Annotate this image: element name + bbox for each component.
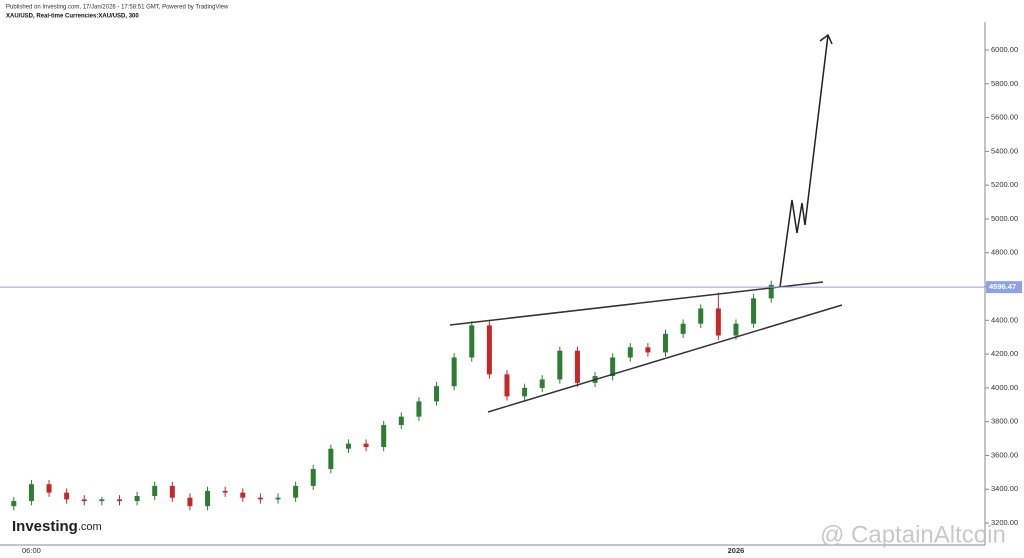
candle-body (610, 357, 616, 377)
y-tick-label: 5200.00 (991, 180, 1018, 189)
candle-body (116, 499, 122, 502)
candle-body (416, 401, 422, 417)
candle-body (557, 350, 563, 380)
candle-body (205, 490, 211, 507)
publish-note: Published on Investing.com, 17/Jan/2026 … (6, 5, 229, 11)
candle-body (768, 284, 774, 299)
candle-body (522, 387, 528, 397)
candle-body (751, 298, 757, 324)
candle-body (345, 443, 351, 449)
candle-body (663, 333, 669, 353)
y-tick-label: 5000.00 (991, 214, 1018, 223)
candle-body (504, 374, 510, 397)
x-tick-label: 2026 (728, 546, 745, 555)
candle-body (574, 350, 580, 383)
symbol-title: XAU/USD, Real-time Currencies:XAU/USD, 3… (6, 14, 139, 20)
projection-arrow (779, 34, 829, 288)
price-label-box (986, 281, 1022, 294)
logo: Investing.com (12, 518, 102, 535)
logo-suffix: .com (78, 521, 102, 533)
candle-body (434, 386, 440, 402)
y-tick-label: 3200.00 (991, 518, 1018, 527)
candle-body (99, 499, 105, 502)
candle-body (733, 323, 739, 336)
candle-body (64, 492, 70, 500)
candle-body (169, 485, 175, 498)
plot (11, 280, 774, 511)
candle-body (257, 497, 263, 500)
arrow-head (819, 33, 833, 45)
y-tick-label: 4800.00 (991, 248, 1018, 257)
candle-body (275, 497, 281, 500)
y-tick-label: 3800.00 (991, 417, 1018, 426)
candle-body (381, 425, 387, 448)
candle-body (134, 496, 140, 502)
candle-body (486, 325, 492, 375)
y-tick-label: 5600.00 (991, 113, 1018, 122)
y-tick-label: 6000.00 (991, 45, 1018, 54)
y-tick-label: 4200.00 (991, 349, 1018, 358)
trendline-upper (449, 281, 824, 326)
candle-body (645, 347, 651, 353)
candle-body (398, 416, 404, 426)
candle-body (187, 497, 193, 507)
candle-body (81, 499, 87, 502)
candle-body (698, 308, 704, 324)
candle-body (222, 490, 228, 493)
author-watermark: @ CaptainAltcoin (820, 521, 1006, 548)
candle-body (310, 468, 316, 486)
trendline-lower (487, 304, 843, 413)
y-tick-label: 5800.00 (991, 79, 1018, 88)
candle-body (11, 501, 17, 507)
candle-body (240, 492, 246, 498)
candle-body (46, 484, 52, 493)
candle-body (680, 323, 686, 334)
candle-body (293, 485, 299, 498)
candle-body (469, 325, 475, 358)
candle-body (328, 448, 334, 469)
candle-body (627, 347, 633, 358)
y-tick-label: 3600.00 (991, 450, 1018, 459)
candle-body (152, 485, 158, 497)
y-tick-label: 4400.00 (991, 315, 1018, 324)
candle-body (28, 484, 34, 502)
y-tick-label: 3400.00 (991, 484, 1018, 493)
candle-body (715, 308, 721, 336)
candle-body (363, 443, 369, 448)
candle-body (451, 357, 457, 387)
logo-brand: Investing (12, 518, 78, 535)
price-label: 4596.47 (989, 282, 1016, 291)
candle-body (539, 379, 545, 388)
y-tick-label: 5400.00 (991, 146, 1018, 155)
y-tick-label: 4000.00 (991, 383, 1018, 392)
x-tick-label: 06:00 (22, 546, 41, 555)
